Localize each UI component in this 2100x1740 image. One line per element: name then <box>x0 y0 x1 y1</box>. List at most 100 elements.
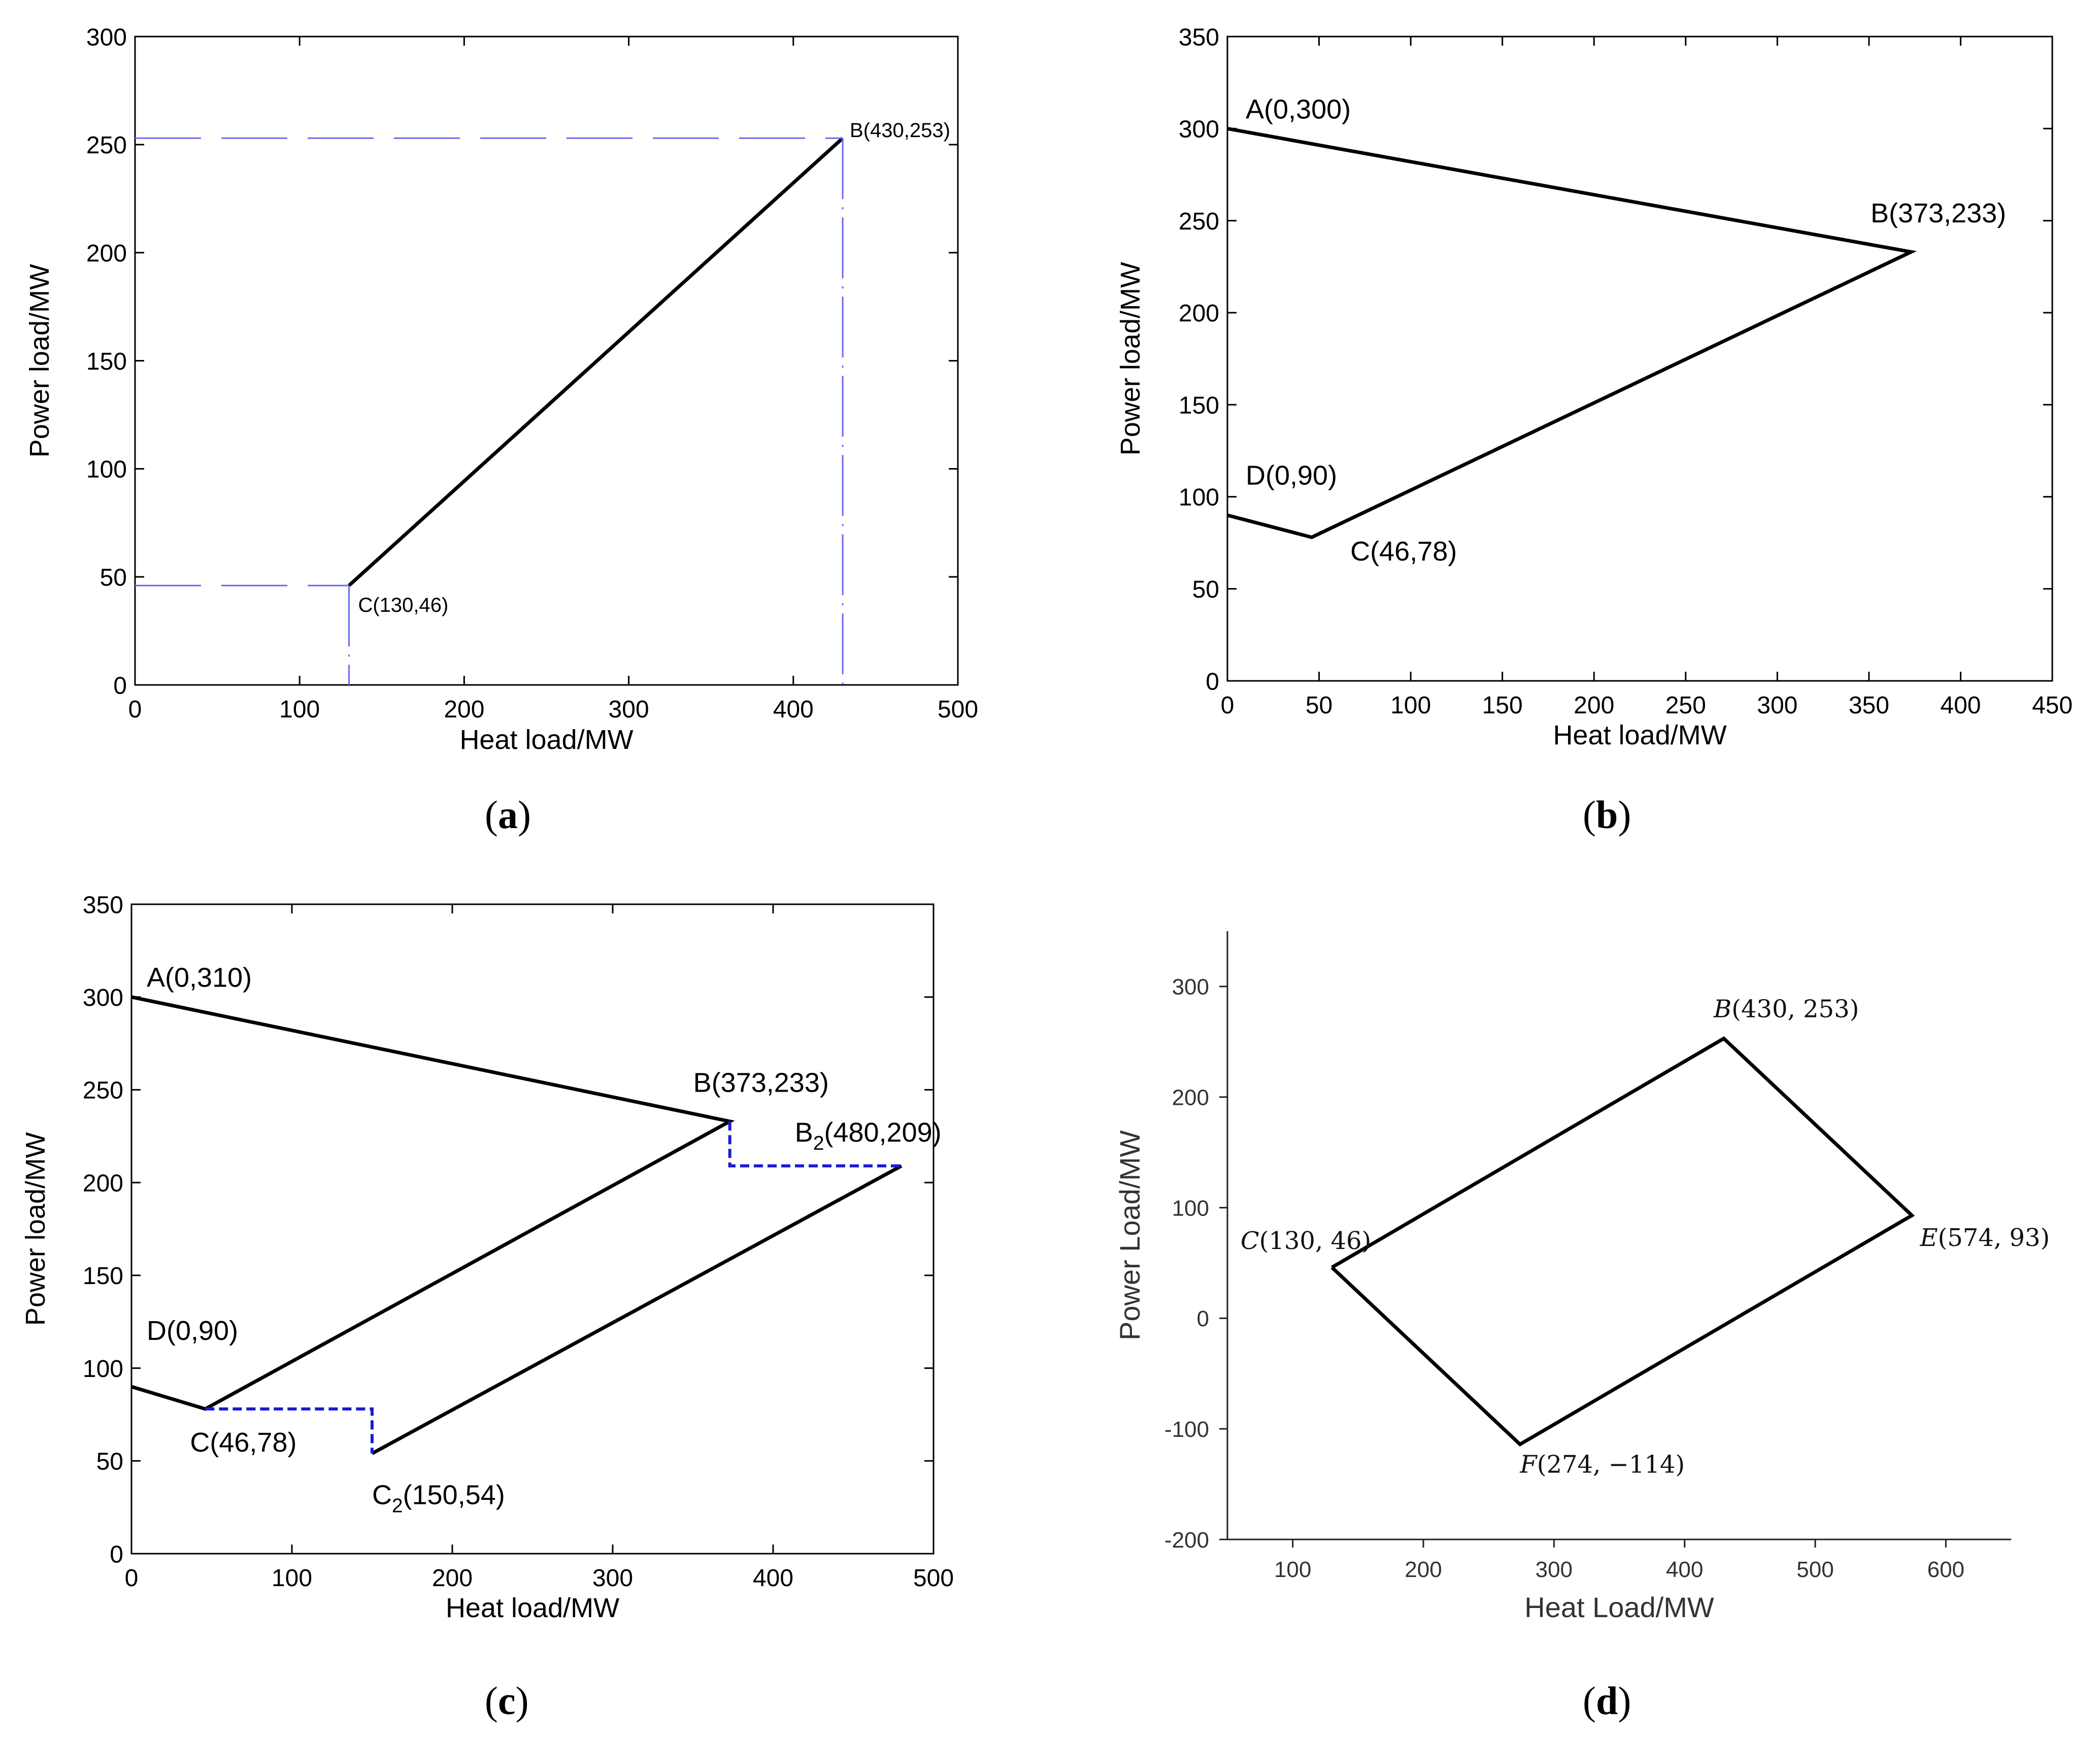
y-tick-label: 300 <box>86 24 127 51</box>
series-line <box>371 1164 903 1455</box>
point-annotation: C(130, 46) <box>1241 1227 1371 1255</box>
series-line <box>1227 126 1917 539</box>
y-tick-label: 0 <box>1206 668 1219 695</box>
point-annotation: C2(150,54) <box>372 1480 505 1517</box>
y-tick-label: 200 <box>1179 300 1219 327</box>
x-tick-label: 400 <box>1666 1557 1703 1582</box>
point-annotation: B(373,233) <box>1871 198 2006 228</box>
point-annotation: A(0,300) <box>1246 94 1351 124</box>
y-tick-label: 200 <box>83 1170 123 1197</box>
point-annotation: F(274, −114) <box>1519 1451 1685 1479</box>
x-tick-label: 0 <box>1221 692 1235 719</box>
y-tick-label: -200 <box>1164 1528 1209 1553</box>
series-line <box>728 1121 902 1168</box>
series-line <box>205 1407 374 1454</box>
point-annotation: B2(480,209) <box>795 1117 942 1154</box>
y-tick-label: 250 <box>1179 208 1219 235</box>
x-axis-label: Heat load/MW <box>446 1593 619 1623</box>
x-tick-label: 500 <box>1796 1557 1834 1582</box>
x-tick-label: 100 <box>272 1565 312 1592</box>
series-line <box>348 137 844 587</box>
point-annotation: B(430, 253) <box>1713 995 1859 1023</box>
y-tick-label: 0 <box>1197 1306 1209 1331</box>
y-tick-label: 50 <box>1192 576 1219 603</box>
x-tick-label: 150 <box>1482 692 1523 719</box>
point-annotation: E(574, 93) <box>1919 1224 2050 1252</box>
x-tick-label: 400 <box>1940 692 1981 719</box>
point-annotation: C(46,78) <box>190 1427 296 1458</box>
point-annotation: D(0,90) <box>1246 461 1337 491</box>
y-axis-label: Power load/MW <box>1115 262 1146 455</box>
y-tick-label: 0 <box>110 1541 123 1568</box>
point-annotation: D(0,90) <box>147 1316 238 1346</box>
y-tick-label: 250 <box>86 132 127 159</box>
y-tick-label: 50 <box>96 1449 123 1475</box>
y-tick-label: 250 <box>83 1077 123 1104</box>
y-tick-label: -100 <box>1164 1417 1209 1442</box>
panel-label-d: (d) <box>1583 1679 1631 1723</box>
x-tick-label: 400 <box>753 1565 793 1592</box>
x-tick-label: 0 <box>125 1565 139 1592</box>
x-tick-label: 600 <box>1927 1557 1964 1582</box>
chart-panel-c: 0 100 200 300 400 500 0 50 100 150 200 250 300 350 Hea… <box>20 892 954 1623</box>
point-annotation: C(130,46) <box>358 594 448 616</box>
y-tick-label: 0 <box>113 672 127 699</box>
x-tick-label: 100 <box>1274 1557 1311 1582</box>
panel-label-c: (c) <box>485 1679 529 1723</box>
x-tick-label: 450 <box>2032 692 2073 719</box>
panel-label-a: (a) <box>485 793 531 837</box>
y-tick-label: 300 <box>1172 975 1209 1000</box>
x-tick-label: 400 <box>773 696 814 723</box>
x-tick-label: 0 <box>128 696 142 723</box>
y-tick-label: 100 <box>86 456 127 483</box>
point-annotation: C(46,78) <box>1350 536 1457 567</box>
plot-frame <box>134 36 959 686</box>
y-tick-label: 150 <box>86 348 127 375</box>
x-tick-label: 500 <box>913 1565 954 1592</box>
x-tick-label: 300 <box>1757 692 1797 719</box>
panel-label-b: (b) <box>1583 793 1631 837</box>
plot-frame <box>130 903 935 1555</box>
x-axis-label: Heat load/MW <box>459 725 633 755</box>
x-axis-label: Heat load/MW <box>1553 720 1726 750</box>
y-tick-label: 350 <box>1179 24 1219 51</box>
chart-panel-d: 100 200 300 400 500 600 -200 -100 0 100 200 300 Heat… <box>1114 931 2050 1623</box>
y-axis-label: Power Load/MW <box>1114 1130 1146 1340</box>
x-axis-label: Heat Load/MW <box>1524 1591 1714 1623</box>
y-axis-label: Power load/MW <box>24 264 55 457</box>
x-tick-label: 350 <box>1849 692 1889 719</box>
point-annotation: B(373,233) <box>693 1068 829 1098</box>
x-tick-label: 300 <box>1536 1557 1573 1582</box>
series-line <box>130 995 735 1411</box>
x-tick-label: 500 <box>938 696 978 723</box>
x-tick-label: 300 <box>592 1565 633 1592</box>
y-tick-label: 200 <box>1172 1086 1209 1110</box>
x-tick-label: 200 <box>1574 692 1614 719</box>
x-tick-label: 50 <box>1306 692 1332 719</box>
chart-panel-b: 0 50 100 150 200 250 300 350 400 450 0 50 100 150 200 2… <box>1115 24 2073 750</box>
x-tick-label: 250 <box>1665 692 1706 719</box>
y-tick-label: 100 <box>1179 484 1219 511</box>
series-line <box>1330 1036 1915 1447</box>
x-tick-label: 200 <box>1405 1557 1442 1582</box>
point-annotation: A(0,310) <box>147 963 252 993</box>
y-tick-label: 350 <box>83 892 123 918</box>
plot-frame <box>1226 36 2053 682</box>
y-tick-label: 300 <box>83 984 123 1011</box>
y-tick-label: 50 <box>100 564 127 591</box>
y-axis-label: Power load/MW <box>20 1132 51 1326</box>
x-tick-label: 200 <box>432 1565 473 1592</box>
y-tick-label: 100 <box>83 1356 123 1383</box>
y-tick-label: 100 <box>1172 1196 1209 1221</box>
x-tick-label: 200 <box>444 696 484 723</box>
x-tick-label: 100 <box>1390 692 1431 719</box>
point-annotation: B(430,253) <box>850 119 950 142</box>
y-tick-label: 300 <box>1179 116 1219 143</box>
x-tick-label: 100 <box>279 696 320 723</box>
x-tick-label: 300 <box>609 696 649 723</box>
y-tick-label: 150 <box>1179 392 1219 419</box>
y-tick-label: 150 <box>83 1263 123 1290</box>
